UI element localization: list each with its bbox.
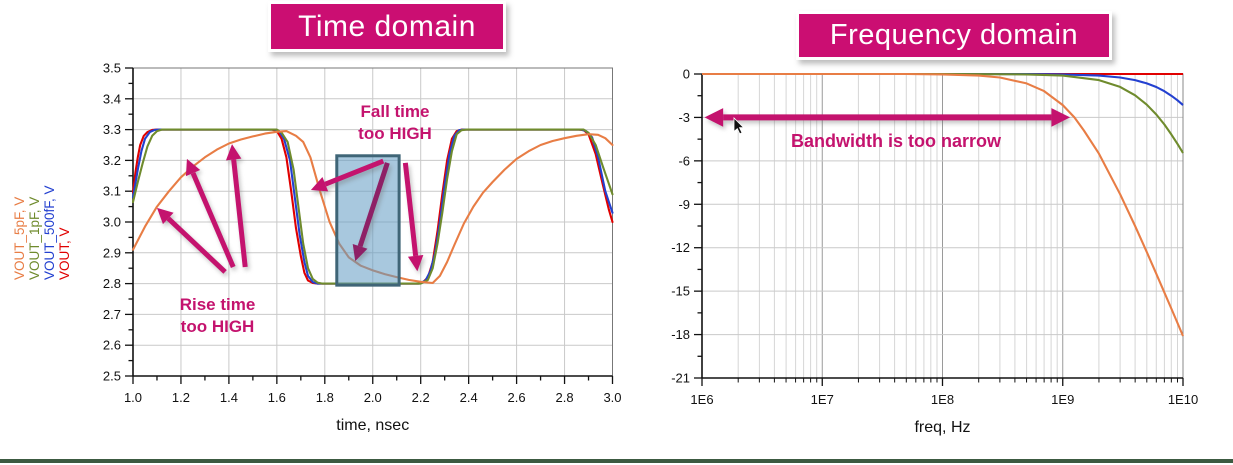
svg-text:1E8: 1E8 — [931, 392, 954, 407]
svg-text:3.2: 3.2 — [103, 153, 121, 168]
svg-text:-18: -18 — [671, 327, 690, 342]
svg-text:VOUT, V: VOUT, V — [57, 227, 72, 280]
svg-text:freq, Hz: freq, Hz — [914, 419, 970, 436]
svg-text:2.2: 2.2 — [412, 390, 430, 405]
frequency-domain-title: Frequency domain — [796, 11, 1112, 60]
svg-text:1.2: 1.2 — [172, 390, 190, 405]
bandwidth-annotation: Bandwidth is too narrow — [791, 131, 1001, 151]
svg-text:3.4: 3.4 — [103, 91, 121, 106]
time-domain-title-label: Time domain — [298, 9, 476, 43]
frequency-domain-title-label: Frequency domain — [829, 19, 1079, 51]
svg-text:2.8: 2.8 — [103, 276, 121, 291]
svg-text:3.5: 3.5 — [103, 61, 121, 76]
svg-text:1.6: 1.6 — [268, 390, 286, 405]
svg-text:3.0: 3.0 — [603, 390, 621, 405]
svg-text:1E10: 1E10 — [1168, 392, 1198, 407]
svg-text:1E9: 1E9 — [1051, 392, 1074, 407]
svg-text:2.8: 2.8 — [556, 390, 574, 405]
svg-text:-3: -3 — [678, 110, 690, 125]
svg-text:1.8: 1.8 — [316, 390, 334, 405]
svg-text:2.6: 2.6 — [508, 390, 526, 405]
svg-text:1.4: 1.4 — [220, 390, 238, 405]
svg-text:VOUT_500fF, V: VOUT_500fF, V — [42, 185, 57, 280]
svg-text:3.0: 3.0 — [103, 215, 121, 230]
svg-text:1E6: 1E6 — [690, 392, 713, 407]
svg-text:-12: -12 — [671, 240, 690, 255]
rise-time-annotation: Rise time too HIGH — [179, 295, 256, 336]
svg-text:2.6: 2.6 — [103, 338, 121, 353]
svg-text:2.9: 2.9 — [103, 245, 121, 260]
svg-text:-21: -21 — [671, 371, 690, 386]
svg-text:-6: -6 — [678, 153, 690, 168]
svg-text:-9: -9 — [678, 197, 690, 212]
svg-text:0: 0 — [683, 67, 690, 82]
svg-text:VOUT_5pF, V: VOUT_5pF, V — [12, 197, 27, 280]
time-domain-title: Time domain — [268, 1, 506, 52]
svg-text:VOUT_1pF, V: VOUT_1pF, V — [27, 197, 42, 280]
svg-text:3.1: 3.1 — [103, 184, 121, 199]
svg-text:3.3: 3.3 — [103, 122, 121, 137]
svg-text:2.7: 2.7 — [103, 307, 121, 322]
fall-time-annotation: Fall time too HIGH — [358, 102, 432, 143]
mouse-cursor — [733, 117, 745, 135]
svg-text:2.5: 2.5 — [103, 369, 121, 384]
svg-text:-15: -15 — [671, 284, 690, 299]
svg-text:2.4: 2.4 — [460, 390, 478, 405]
svg-text:1.0: 1.0 — [124, 390, 142, 405]
svg-text:2.0: 2.0 — [364, 390, 382, 405]
slide-bottom-bar — [0, 459, 1233, 463]
svg-text:1E7: 1E7 — [811, 392, 834, 407]
svg-text:time, nsec: time, nsec — [336, 417, 409, 434]
